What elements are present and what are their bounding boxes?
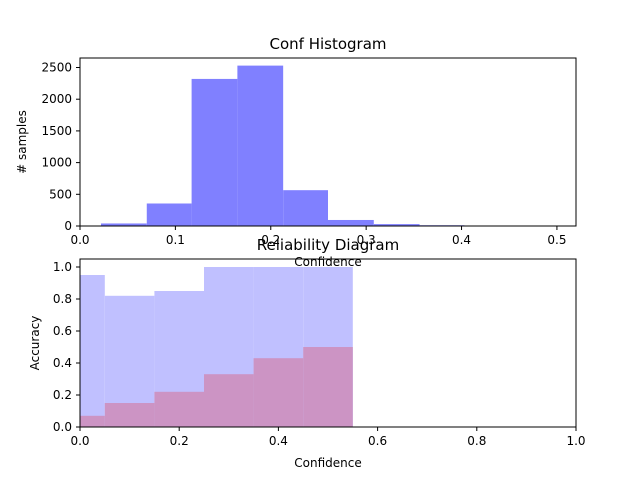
reliability-x-label: Confidence: [294, 456, 361, 470]
reliability-x-tick-label: 0.8: [467, 434, 486, 448]
reliability-inner-bar: [204, 374, 254, 427]
reliability-outer-bar: [80, 275, 105, 427]
reliability-diagram-chart: 0.0 0.2 0.4 0.6 0.8 1.0 0.0 0.2 0.4 0.6 0.8 1.0 Re…: [28, 236, 586, 470]
histogram-x-tick-label: 0.3: [357, 233, 376, 247]
reliability-y-tick-label: 1.0: [53, 260, 72, 274]
histogram-bars: [100, 65, 556, 227]
reliability-inner-bar: [80, 415, 105, 427]
histogram-frame: [79, 57, 577, 227]
histogram-y-tick-label: 1500: [41, 124, 72, 138]
reliability-y-ticks: 0.0 0.2 0.4 0.6 0.8 1.0: [53, 260, 80, 434]
reliability-y-tick-label: 0.2: [53, 388, 72, 402]
histogram-x-tick-label: 0.0: [70, 233, 89, 247]
histogram-bar: [191, 78, 238, 227]
reliability-x-tick-label: 0.6: [368, 434, 387, 448]
histogram-y-tick-label: 2000: [41, 92, 72, 106]
reliability-y-tick-label: 0.0: [53, 420, 72, 434]
reliability-x-tick-label: 0.2: [170, 434, 189, 448]
histogram-title: Conf Histogram: [269, 35, 386, 53]
histogram-y-ticks: 0 500 1000 1500 2000 2500: [41, 61, 80, 233]
reliability-y-label: Accuracy: [28, 316, 42, 371]
histogram-bar: [100, 223, 147, 226]
reliability-x-tick-label: 1.0: [566, 434, 585, 448]
reliability-x-tick-label: 0.4: [269, 434, 288, 448]
histogram-y-tick-label: 500: [49, 187, 72, 201]
reliability-bars: [80, 267, 353, 427]
conf-histogram-chart: 0.0 0.1 0.2 0.3 0.4 0.5 05001000150020002500 …: [15, 35, 577, 269]
reliability-frame: [79, 258, 577, 428]
histogram-bar: [373, 224, 420, 226]
reliability-x-tick-label: 0.0: [70, 434, 89, 448]
histogram-x-label: Confidence: [294, 255, 361, 269]
histogram-bar: [237, 65, 284, 226]
reliability-title: Reliability Diagram: [257, 236, 399, 254]
histogram-x-tick-label: 0.4: [452, 233, 471, 247]
reliability-inner-bar: [154, 391, 204, 427]
histogram-x-tick-label: 0.2: [261, 233, 280, 247]
reliability-inner-bar: [104, 403, 155, 427]
reliability-inner-bar: [303, 347, 353, 427]
histogram-bar: [146, 203, 192, 226]
reliability-x-ticks: 0.0 0.2 0.4 0.6 0.8 1.0: [70, 427, 586, 448]
reliability-y-tick-label: 0.6: [53, 324, 72, 338]
histogram-x-tick-label: 0.1: [166, 233, 185, 247]
reliability-y-tick-label: 0.4: [53, 356, 72, 370]
histogram-y-tick-label: 1000: [41, 156, 72, 170]
histogram-y-tick-label: 0: [64, 219, 72, 233]
histogram-bar: [328, 219, 374, 226]
reliability-inner-bar: [253, 358, 304, 427]
histogram-x-ticks: 0.0 0.1 0.2 0.3 0.4 0.5: [70, 226, 566, 247]
histogram-bar: [283, 190, 328, 226]
histogram-y-tick-label: 2500: [41, 61, 72, 75]
histogram-x-tick-label: 0.5: [547, 233, 566, 247]
histogram-y-label: # samples: [15, 110, 29, 174]
reliability-y-tick-label: 0.8: [53, 292, 72, 306]
